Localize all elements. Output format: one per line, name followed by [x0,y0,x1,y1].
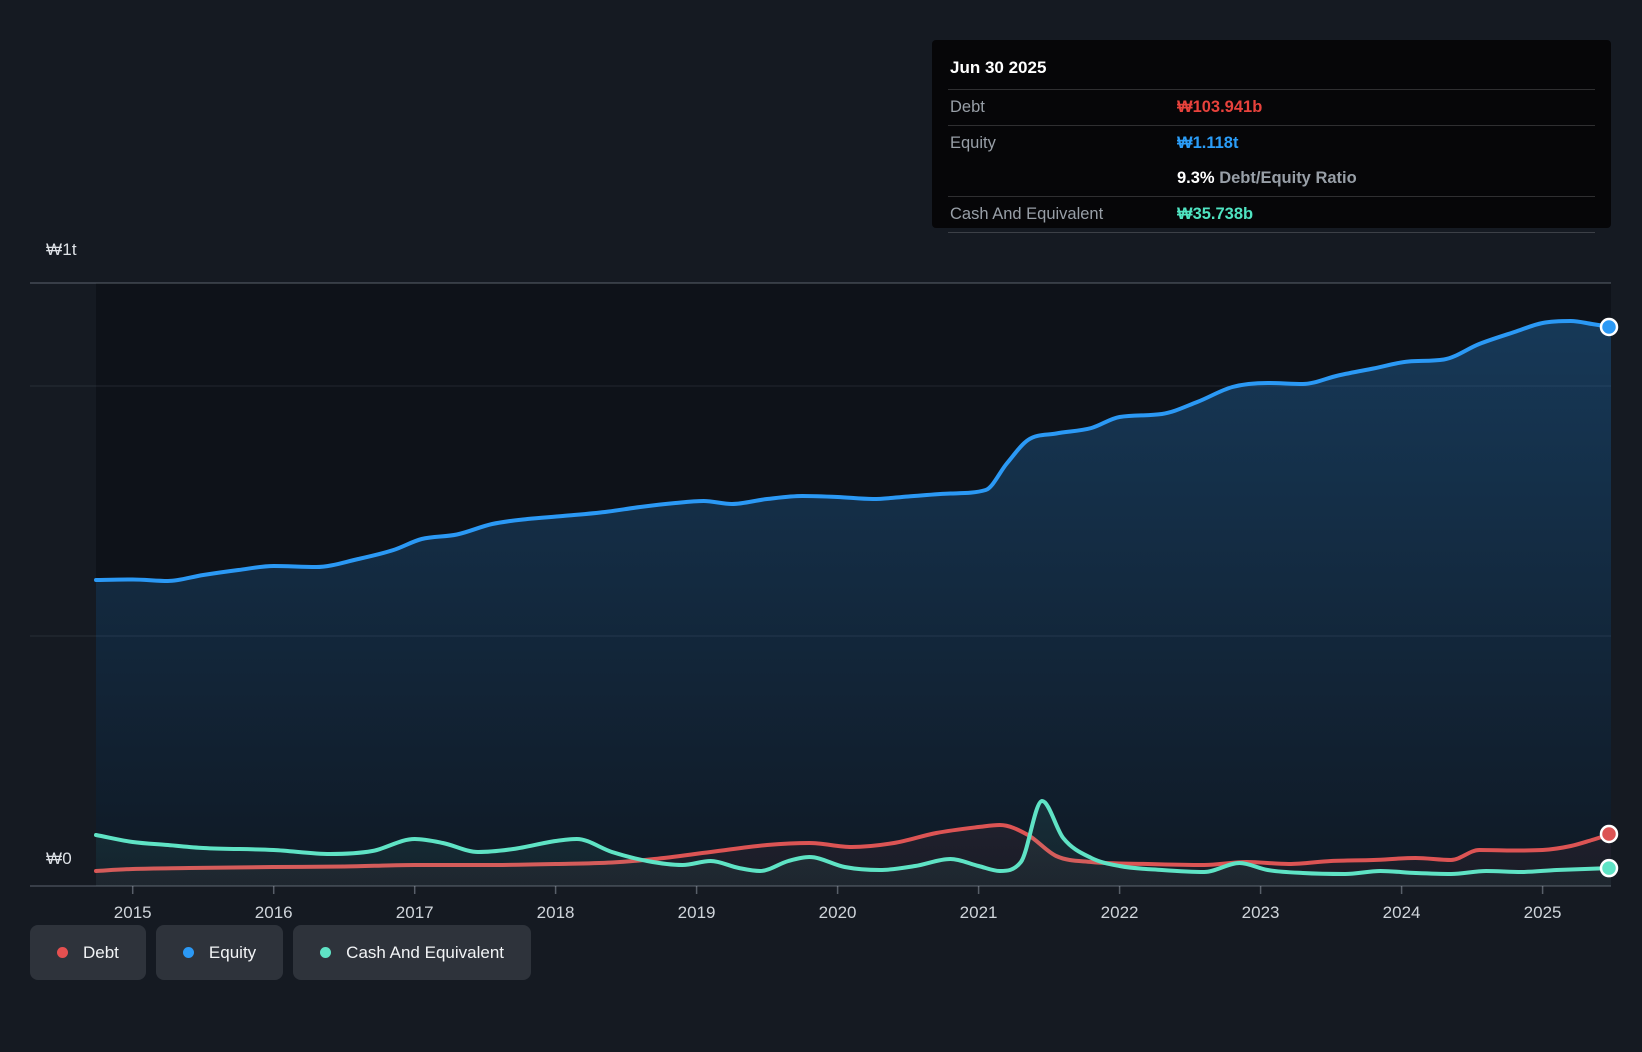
tooltip-row-equity: Equity ₩1.118t [948,126,1595,161]
marker-equity [1601,319,1617,335]
tooltip-cash-label: Cash And Equivalent [948,205,1177,224]
tooltip-row-ratio: 9.3% Debt/Equity Ratio [948,161,1595,197]
tooltip-debt-label: Debt [948,98,1177,117]
legend-equity-label: Equity [209,943,256,963]
legend-item-equity[interactable]: Equity [156,925,283,980]
marker-cash-and-equivalent [1601,860,1617,876]
x-axis-label: 2020 [819,903,857,922]
debt-dot-icon [57,947,68,958]
tooltip-date: Jun 30 2025 [948,50,1595,90]
x-axis-label: 2016 [255,903,293,922]
tooltip-row-cash: Cash And Equivalent ₩35.738b [948,197,1595,233]
y-axis-label-0: ₩0 [46,849,72,869]
tooltip-equity-label: Equity [948,134,1177,153]
legend: Debt Equity Cash And Equivalent [30,925,531,980]
x-axis-label: 2023 [1242,903,1280,922]
marker-debt [1601,826,1617,842]
x-axis-label: 2017 [396,903,434,922]
x-axis-label: 2024 [1383,903,1421,922]
tooltip-ratio-value: 9.3% [1177,169,1215,187]
legend-debt-label: Debt [83,943,119,963]
x-axis-label: 2019 [678,903,716,922]
tooltip-row-debt: Debt ₩103.941b [948,90,1595,126]
x-axis-label: 2025 [1524,903,1562,922]
legend-cash-label: Cash And Equivalent [346,943,504,963]
x-axis-label: 2018 [537,903,575,922]
tooltip-debt-value: ₩103.941b [1177,98,1262,117]
chart-tooltip: Jun 30 2025 Debt ₩103.941b Equity ₩1.118… [932,40,1611,228]
debt-equity-history-chart-page: 2015 2016 2017 2018 2019 2020 2021 2022 2023 2024… [0,0,1642,1052]
x-axis-label: 2021 [960,903,998,922]
legend-item-cash[interactable]: Cash And Equivalent [293,925,531,980]
x-axis-label: 2022 [1101,903,1139,922]
y-axis-label-1t: ₩1t [46,240,77,260]
legend-item-debt[interactable]: Debt [30,925,146,980]
cash-dot-icon [320,947,331,958]
tooltip-cash-value: ₩35.738b [1177,205,1253,224]
equity-dot-icon [183,947,194,958]
x-axis-label: 2015 [114,903,152,922]
tooltip-equity-value: ₩1.118t [1177,134,1238,153]
tooltip-ratio-caption: Debt/Equity Ratio [1215,169,1357,187]
